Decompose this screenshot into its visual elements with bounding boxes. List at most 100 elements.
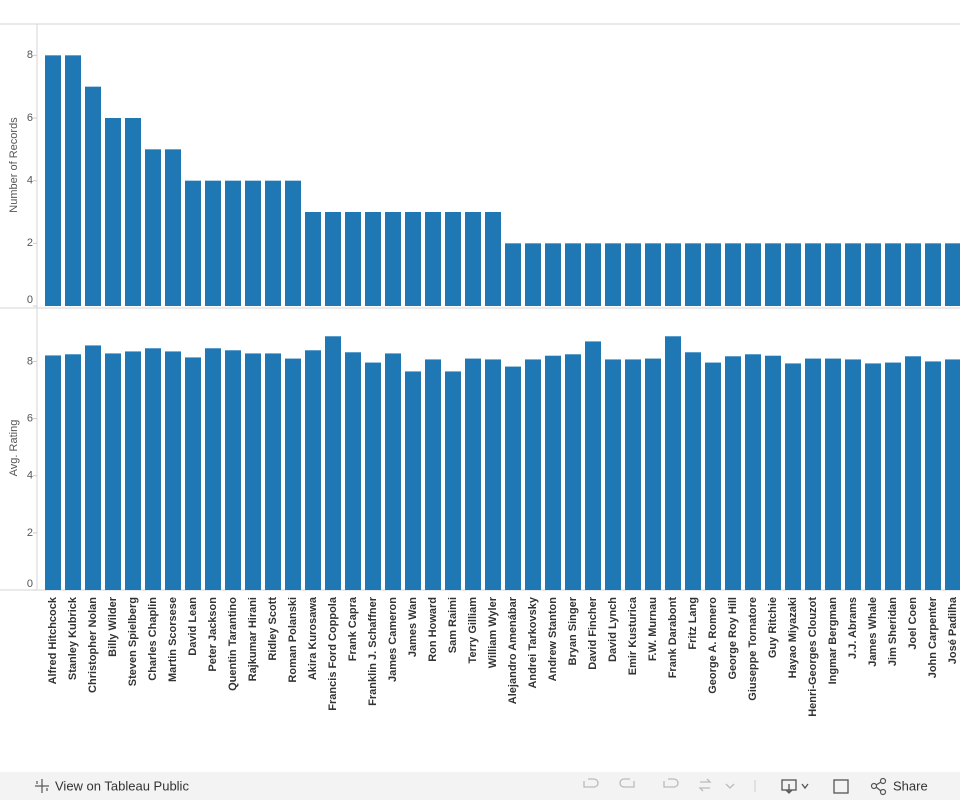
bar xyxy=(125,118,141,306)
x-tick-label: Christopher Nolan xyxy=(87,597,99,693)
bar xyxy=(145,149,161,306)
bar xyxy=(545,355,561,590)
x-tick-label: John Carpenter xyxy=(927,596,939,678)
x-tick-label: Andrei Tarkovsky xyxy=(527,596,539,688)
bar xyxy=(425,359,441,590)
y-tick-label: 4 xyxy=(27,470,33,482)
bar xyxy=(705,362,721,590)
x-tick-label: Ridley Scott xyxy=(267,597,279,661)
x-tick-label: Alejandro Amenábar xyxy=(507,596,519,704)
bar xyxy=(525,243,541,306)
bar xyxy=(825,358,841,590)
bar xyxy=(285,180,301,306)
x-tick-label: Andrew Stanton xyxy=(547,597,559,682)
x-tick-label: James Cameron xyxy=(387,597,399,682)
bar xyxy=(165,149,181,306)
fullscreen-icon[interactable] xyxy=(833,779,849,794)
bar xyxy=(845,359,861,590)
bar xyxy=(225,350,241,590)
x-tick-label: Jim Sheridan xyxy=(887,597,899,666)
x-tick-label: Frank Capra xyxy=(347,596,359,661)
view-link[interactable]: View on Tableau Public xyxy=(55,778,189,793)
toolbar-icons: View on Tableau Public Share xyxy=(35,777,928,796)
x-tick-label: Joel Coen xyxy=(907,597,919,650)
bar xyxy=(765,355,781,590)
bar xyxy=(925,243,941,306)
x-tick-label: Ingmar Bergman xyxy=(827,597,839,685)
x-tick-label: Bryan Singer xyxy=(567,596,579,665)
bar xyxy=(585,341,601,590)
x-tick-label: Alfred Hitchcock xyxy=(47,596,59,684)
bar xyxy=(645,358,661,590)
bar xyxy=(85,86,101,307)
bar xyxy=(485,212,501,306)
x-tick-label: José Padilha xyxy=(947,596,959,664)
bar xyxy=(545,243,561,306)
bar xyxy=(225,180,241,306)
bar xyxy=(105,353,121,590)
x-tick-label: Quentin Tarantino xyxy=(227,597,239,691)
share-icon[interactable] xyxy=(870,777,887,796)
x-tick-label: Akira Kurosawa xyxy=(307,596,319,680)
bar xyxy=(685,243,701,306)
y-tick-label: 6 xyxy=(27,412,33,424)
bar xyxy=(385,353,401,590)
bar xyxy=(765,243,781,306)
bar xyxy=(845,243,861,306)
bar xyxy=(385,212,401,306)
bar xyxy=(45,55,61,307)
x-tick-label: Charles Chaplin xyxy=(147,597,159,681)
bar xyxy=(245,353,261,590)
bar xyxy=(785,363,801,590)
x-tick-label: George Roy Hill xyxy=(727,597,739,680)
y-tick-label: 2 xyxy=(27,237,33,249)
bar xyxy=(165,351,181,590)
bar xyxy=(945,359,960,590)
x-tick-label: David Lean xyxy=(187,597,199,656)
bar xyxy=(865,243,881,306)
bar xyxy=(305,350,321,590)
bar xyxy=(105,118,121,306)
bar xyxy=(705,243,721,306)
download-icon[interactable] xyxy=(781,779,809,794)
x-tick-label: Sam Raimi xyxy=(447,597,459,653)
bar xyxy=(745,354,761,590)
bar xyxy=(185,357,201,590)
bar xyxy=(645,243,661,306)
x-tick-label: William Wyler xyxy=(487,596,499,668)
bar xyxy=(185,180,201,306)
bar xyxy=(525,359,541,590)
bar xyxy=(685,352,701,590)
x-tick-label: James Wan xyxy=(407,597,419,657)
x-tick-label: Franklin J. Schaffner xyxy=(367,596,379,706)
bar xyxy=(325,336,341,590)
bar xyxy=(925,361,941,590)
bar xyxy=(205,180,221,306)
bar xyxy=(245,180,261,306)
bar xyxy=(65,354,81,590)
bar xyxy=(265,353,281,590)
bar xyxy=(905,243,921,306)
bar xyxy=(65,55,81,307)
y-tick-label: 8 xyxy=(27,355,33,367)
toolbar: View on Tableau Public Share xyxy=(0,772,960,800)
bar xyxy=(905,356,921,590)
bar xyxy=(565,354,581,590)
x-tick-label: Giuseppe Tornatore xyxy=(747,597,759,701)
bar xyxy=(205,348,221,590)
bar xyxy=(45,355,61,590)
bar xyxy=(885,362,901,590)
bar xyxy=(585,243,601,306)
x-tick-label: Stanley Kubrick xyxy=(67,596,79,680)
tableau-icon xyxy=(35,779,49,793)
x-tick-label: Martin Scorsese xyxy=(167,597,179,682)
bar xyxy=(885,243,901,306)
y-tick-label: 6 xyxy=(27,112,33,124)
x-tick-label: Henri-Georges Clouzot xyxy=(807,597,819,717)
share-button[interactable]: Share xyxy=(893,778,928,793)
bar xyxy=(665,243,681,306)
bar xyxy=(85,345,101,590)
x-tick-label: Francis Ford Coppola xyxy=(327,596,339,711)
bar xyxy=(325,212,341,306)
x-tick-label: F.W. Murnau xyxy=(647,597,659,661)
